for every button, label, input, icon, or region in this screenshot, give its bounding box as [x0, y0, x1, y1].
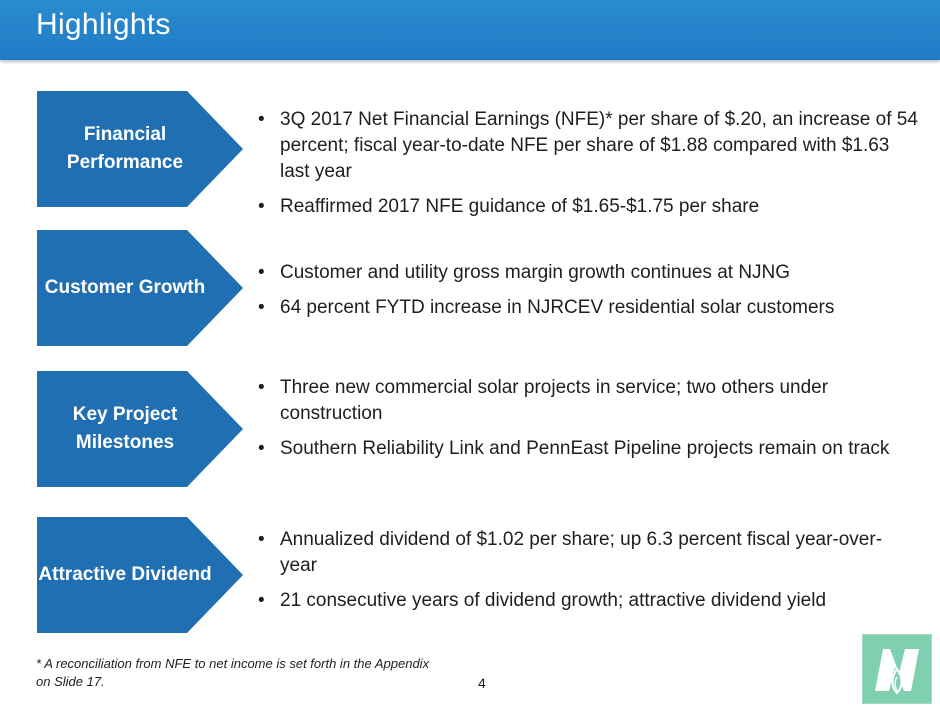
- bullet-list-key-project-milestones: Three new commercial solar projects in s…: [258, 375, 918, 471]
- bullet-list-financial-performance: 3Q 2017 Net Financial Earnings (NFE)* pe…: [258, 107, 918, 229]
- njr-logo-graphic: [875, 649, 919, 695]
- page-title: Highlights: [36, 8, 171, 41]
- title-bar: Highlights: [0, 0, 940, 60]
- bullet-item: Annualized dividend of $1.02 per share; …: [258, 527, 918, 579]
- bullet-item: 3Q 2017 Net Financial Earnings (NFE)* pe…: [258, 107, 918, 185]
- section-arrow-customer-growth: Customer Growth: [37, 230, 243, 346]
- footnote: * A reconciliation from NFE to net incom…: [36, 656, 430, 689]
- section-arrow-financial-performance: Financial Performance: [37, 91, 243, 207]
- section-arrow-attractive-dividend: Attractive Dividend: [37, 517, 243, 633]
- section-arrow-key-project-milestones: Key Project Milestones: [37, 371, 243, 487]
- page-number: 4: [478, 675, 486, 691]
- section-label: Customer Growth: [44, 277, 206, 298]
- bullet-list-customer-growth: Customer and utility gross margin growth…: [258, 260, 918, 330]
- bullet-list-attractive-dividend: Annualized dividend of $1.02 per share; …: [258, 527, 918, 623]
- bullet-item: Three new commercial solar projects in s…: [258, 375, 918, 427]
- bullet-item: 21 consecutive years of dividend growth;…: [258, 588, 918, 614]
- njr-logo-icon: [862, 634, 932, 704]
- section-label: Key Project Milestones: [72, 404, 178, 453]
- bullet-item: Customer and utility gross margin growth…: [258, 260, 918, 286]
- bullet-item: Reaffirmed 2017 NFE guidance of $1.65-$1…: [258, 194, 918, 220]
- section-label: Attractive Dividend: [38, 564, 212, 585]
- section-label: Financial Performance: [66, 124, 184, 173]
- bullet-item: Southern Reliability Link and PennEast P…: [258, 436, 918, 462]
- bullet-item: 64 percent FYTD increase in NJRCEV resid…: [258, 295, 918, 321]
